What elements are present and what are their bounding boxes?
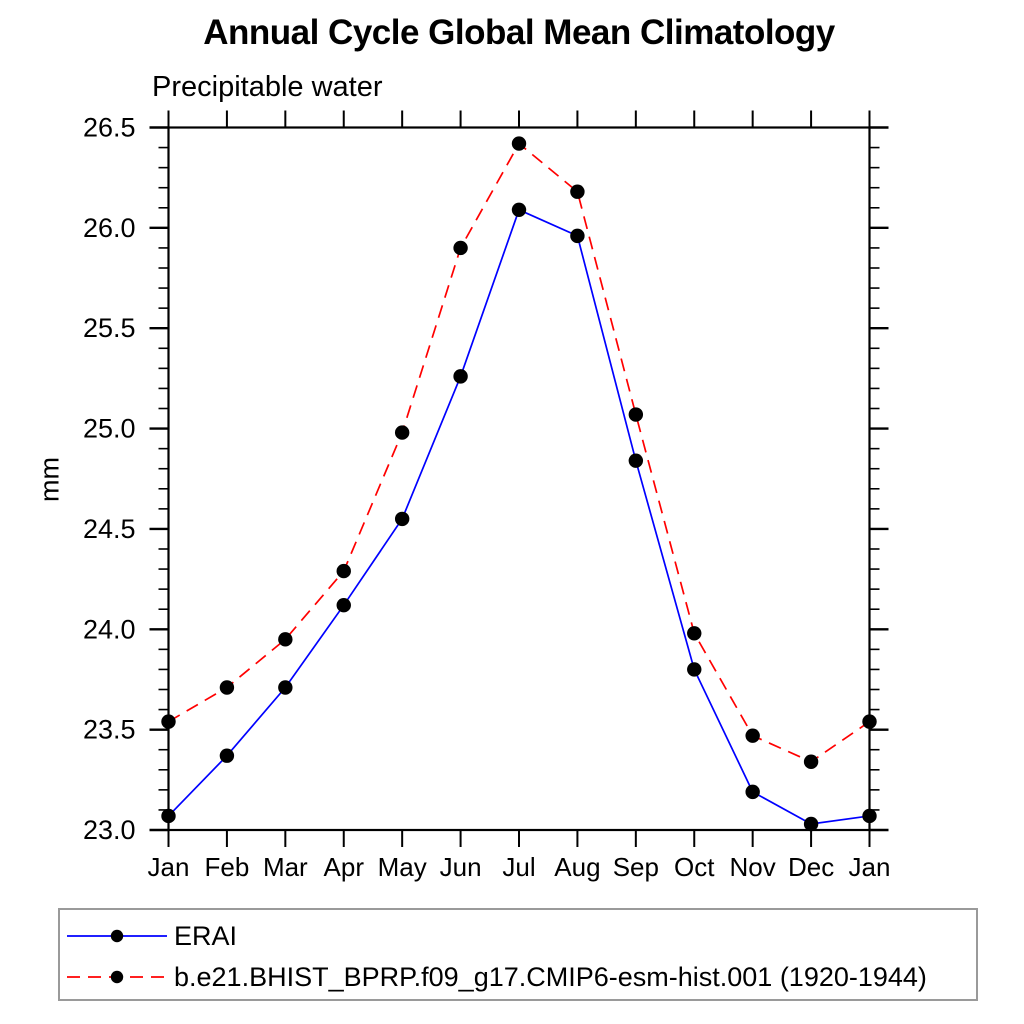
data-point-series-1: [570, 184, 585, 199]
x-tick-label: Jul: [502, 852, 535, 882]
legend-row-model: b.e21.BHIST_BPRP.f09_g17.CMIP6-esm-hist.…: [66, 959, 927, 995]
x-tick-label: May: [378, 852, 427, 882]
data-point-series-1: [219, 680, 235, 695]
legend: ERAI b.e21.BHIST_BPRP.f09_g17.CMIP6-esm-…: [58, 908, 978, 1001]
data-point-series-1: [803, 754, 819, 769]
chart-subtitle: Precipitable water: [152, 71, 383, 103]
data-point-series-1: [394, 425, 410, 440]
series-line-0: [167, 208, 870, 825]
data-point-series-1: [687, 626, 702, 641]
y-tick-label: 26.0: [83, 213, 136, 243]
data-point-series-0: [161, 808, 176, 824]
data-point-series-1: [336, 563, 351, 579]
y-tick-label: 23.0: [83, 815, 136, 845]
data-point-series-0: [394, 511, 410, 527]
data-point-series-0: [453, 369, 468, 384]
y-tick-label: 25.5: [83, 313, 136, 343]
y-tick-label: 24.5: [83, 514, 136, 544]
y-tick-label: 23.5: [83, 715, 136, 745]
x-tick-label: Apr: [324, 852, 365, 882]
data-point-series-0: [511, 202, 527, 217]
x-tick-label: Mar: [263, 852, 308, 882]
series-line-1: [168, 142, 870, 763]
x-tick-label: Nov: [730, 852, 776, 882]
y-tick-label: 26.5: [83, 113, 136, 143]
x-tick-label: Oct: [674, 852, 715, 882]
y-tick-label: 24.0: [83, 614, 136, 644]
x-tick-label: Jan: [148, 852, 190, 882]
legend-marker-icon: [110, 929, 124, 943]
x-tick-label: Sep: [613, 852, 659, 882]
data-point-series-1: [511, 136, 527, 151]
plot-frame: [167, 126, 871, 832]
data-point-series-1: [278, 632, 293, 647]
legend-label-model: b.e21.BHIST_BPRP.f09_g17.CMIP6-esm-hist.…: [174, 961, 927, 992]
chart-title: Annual Cycle Global Mean Climatology: [203, 13, 835, 52]
data-point-series-0: [803, 816, 819, 832]
legend-line-sample-model: [67, 970, 167, 984]
x-tick-label: Aug: [554, 852, 600, 882]
legend-line-sample-erai: [67, 929, 167, 943]
data-point-series-0: [570, 228, 585, 244]
data-point-series-0: [278, 680, 293, 695]
legend-label-erai: ERAI: [174, 920, 238, 951]
legend-marker-icon: [110, 970, 124, 984]
data-point-series-1: [745, 728, 760, 743]
x-tick-label: Jan: [849, 852, 891, 882]
y-tick-label: 25.0: [83, 414, 136, 444]
data-point-series-0: [862, 808, 877, 824]
data-point-series-1: [628, 407, 644, 422]
legend-row-erai: ERAI: [66, 918, 237, 954]
data-point-series-1: [862, 714, 877, 729]
data-point-series-0: [745, 784, 760, 800]
x-tick-label: Jun: [440, 852, 482, 882]
data-point-series-1: [161, 714, 176, 729]
data-point-series-1: [453, 240, 468, 256]
data-point-series-0: [628, 453, 644, 468]
x-tick-label: Feb: [205, 852, 250, 882]
data-point-series-0: [219, 748, 235, 763]
data-point-series-0: [336, 598, 351, 613]
data-point-series-0: [687, 662, 702, 677]
x-tick-label: Dec: [788, 852, 834, 882]
